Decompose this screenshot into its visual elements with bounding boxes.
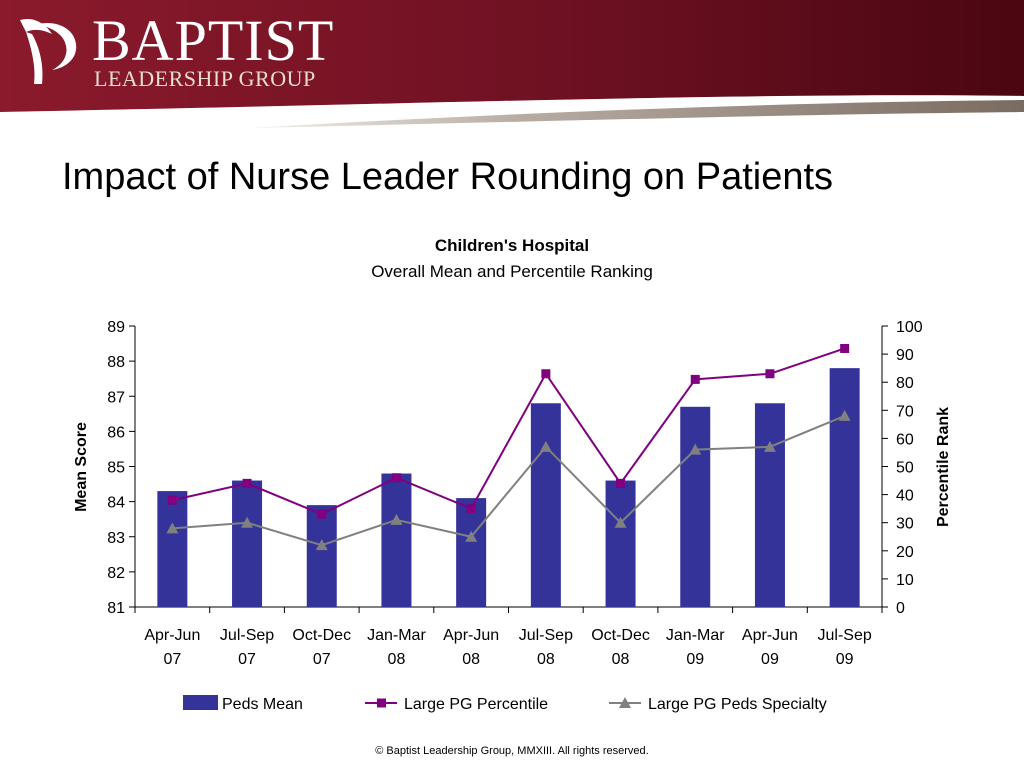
y-axis-title-right: Percentile Rank xyxy=(935,407,952,527)
y-tick-label-left: 82 xyxy=(107,565,125,582)
bar-peds-mean xyxy=(829,368,860,607)
point-large-pg-peds-specialty xyxy=(390,513,403,525)
bar-peds-mean xyxy=(157,491,188,607)
brand-name: BAPTIST xyxy=(92,8,335,73)
y-tick-label-right: 50 xyxy=(896,460,914,477)
x-tick-label: 09 xyxy=(761,651,779,668)
bar-peds-mean xyxy=(381,473,412,607)
y-tick-label-left: 88 xyxy=(107,354,125,371)
y-tick-label-left: 83 xyxy=(107,530,125,547)
logo-icon xyxy=(20,18,77,84)
y-tick-label-right: 0 xyxy=(896,600,905,617)
footer-copyright: © Baptist Leadership Group, MMXIII. All … xyxy=(375,745,649,757)
bar-peds-mean xyxy=(456,498,487,607)
point-large-pg-percentile xyxy=(616,478,626,488)
x-tick-label: 08 xyxy=(388,651,406,668)
x-tick-label: 09 xyxy=(836,651,854,668)
point-large-pg-peds-specialty xyxy=(315,539,328,551)
point-large-pg-peds-specialty xyxy=(241,516,254,528)
point-large-pg-percentile xyxy=(391,473,401,483)
y-tick-label-right: 70 xyxy=(896,403,914,420)
y-tick-label-right: 60 xyxy=(896,431,914,448)
y-tick-label-right: 20 xyxy=(896,544,914,561)
point-large-pg-percentile xyxy=(466,504,476,514)
bar-peds-mean xyxy=(680,406,711,607)
line-large-pg-peds-specialty xyxy=(172,414,846,547)
legend-marker-triangle xyxy=(619,697,631,708)
chart-subtitle: Overall Mean and Percentile Ranking xyxy=(371,262,653,281)
bar-peds-mean xyxy=(605,480,636,607)
y-tick-label-left: 85 xyxy=(107,460,125,477)
point-large-pg-percentile xyxy=(242,478,252,488)
legend-label: Large PG Peds Specialty xyxy=(648,696,827,713)
line-large-pg-percentile xyxy=(172,347,845,516)
x-tick-label: 08 xyxy=(612,651,630,668)
chart-title: Children's Hospital xyxy=(434,236,590,255)
x-tick-label: 08 xyxy=(537,651,555,668)
bar-peds-mean xyxy=(530,403,561,607)
x-tick-label: Jul-Sep xyxy=(818,627,872,644)
bar-peds-mean xyxy=(306,505,337,607)
point-large-pg-percentile xyxy=(840,343,850,353)
x-tick-label: Jul-Sep xyxy=(519,627,573,644)
y-tick-label-left: 87 xyxy=(107,389,125,406)
legend-marker-square xyxy=(377,698,386,708)
x-tick-label: Jan-Mar xyxy=(666,627,725,644)
y-tick-label-right: 30 xyxy=(896,516,914,533)
point-large-pg-percentile xyxy=(317,509,327,519)
slide-title: Impact of Nurse Leader Rounding on Patie… xyxy=(62,156,834,198)
y-tick-label-left: 84 xyxy=(107,495,125,512)
x-tick-label: Jul-Sep xyxy=(220,627,274,644)
y-axis-title-left: Mean Score xyxy=(73,422,90,512)
legend-label: Large PG Percentile xyxy=(404,696,548,713)
x-tick-label: 08 xyxy=(462,651,480,668)
y-tick-label-right: 80 xyxy=(896,375,914,392)
y-tick-label-right: 100 xyxy=(896,319,923,336)
brand-subtitle: LEADERSHIP GROUP xyxy=(94,66,316,91)
point-large-pg-peds-specialty xyxy=(465,530,478,542)
x-tick-label: Apr-Jun xyxy=(144,627,200,644)
point-large-pg-percentile xyxy=(765,369,775,379)
legend-label: Peds Mean xyxy=(222,696,303,713)
x-tick-label: Oct-Dec xyxy=(591,627,650,644)
x-tick-label: 07 xyxy=(163,651,181,668)
y-tick-label-right: 10 xyxy=(896,572,914,589)
point-large-pg-percentile xyxy=(167,495,177,505)
x-tick-label: 09 xyxy=(686,651,704,668)
x-tick-label: Jan-Mar xyxy=(367,627,426,644)
point-large-pg-peds-specialty xyxy=(689,443,702,455)
x-tick-label: Apr-Jun xyxy=(443,627,499,644)
x-tick-label: 07 xyxy=(313,651,331,668)
header-banner xyxy=(0,0,1024,132)
x-tick-label: 07 xyxy=(238,651,256,668)
y-tick-label-left: 86 xyxy=(107,424,125,441)
y-tick-label-right: 40 xyxy=(896,488,914,505)
point-large-pg-peds-specialty xyxy=(539,440,552,452)
y-tick-label-right: 90 xyxy=(896,347,914,364)
point-large-pg-peds-specialty xyxy=(614,516,627,528)
point-large-pg-percentile xyxy=(690,374,700,384)
combo-chart: 81 82 83 84 85 86 87 88 89 0 10 20 30 40 50 60 70 80 90 100… xyxy=(73,319,952,713)
point-large-pg-peds-specialty xyxy=(838,409,851,421)
x-tick-label: Apr-Jun xyxy=(742,627,798,644)
x-tick-label: Oct-Dec xyxy=(292,627,351,644)
point-large-pg-peds-specialty xyxy=(763,440,776,452)
y-tick-label-left: 81 xyxy=(107,600,125,617)
legend-swatch-peds-mean xyxy=(183,695,218,710)
y-tick-label-left: 89 xyxy=(107,319,125,336)
bar-peds-mean xyxy=(754,403,785,607)
point-large-pg-peds-specialty xyxy=(166,522,179,534)
bar-peds-mean xyxy=(232,480,263,607)
point-large-pg-percentile xyxy=(541,369,551,379)
